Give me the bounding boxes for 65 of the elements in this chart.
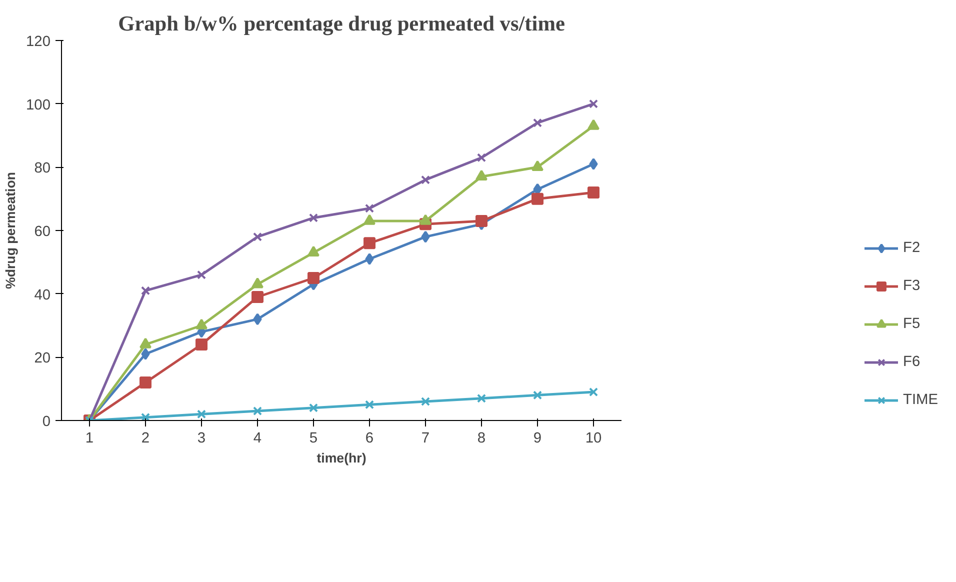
y-tick-label: 0: [42, 414, 51, 430]
point: [420, 396, 430, 406]
x-tick-label: 5: [309, 430, 318, 446]
point: [420, 175, 430, 184]
point: [420, 214, 432, 225]
legend-label: TIME: [902, 392, 938, 408]
legend-label: F3: [902, 278, 922, 294]
point: [252, 291, 264, 303]
point: [196, 338, 208, 350]
point: [476, 215, 488, 227]
point: [476, 153, 486, 162]
x-tick-label: 9: [533, 430, 542, 446]
x-axis-title: time(hr): [316, 450, 366, 466]
point: [196, 410, 206, 419]
y-tick-label: 80: [34, 160, 51, 177]
legend-label: F2: [902, 240, 922, 256]
y-tick-label: 40: [34, 287, 51, 304]
legend-label: F6: [902, 354, 922, 370]
point: [421, 230, 430, 243]
point: [140, 338, 152, 348]
point: [252, 232, 262, 242]
y-tick-label: 20: [34, 350, 51, 367]
point: [196, 318, 208, 330]
y-axis-title: %drug permeation: [3, 172, 18, 290]
point: [308, 403, 318, 412]
point: [532, 118, 542, 128]
point: [308, 272, 320, 284]
point: [364, 204, 374, 213]
x-tick-label: 1: [85, 430, 94, 446]
x-tick-label: 10: [585, 430, 602, 446]
point: [140, 286, 150, 296]
x-tick-label: 4: [253, 430, 262, 446]
point: [588, 119, 600, 130]
point: [588, 186, 600, 198]
y-tick-label: 100: [26, 97, 51, 114]
chart-title: Graph b/w% percentage drug permeated vs/time: [118, 12, 565, 36]
x-tick-label: 8: [477, 430, 486, 446]
point: [252, 406, 262, 416]
point: [476, 394, 486, 403]
point: [141, 348, 150, 360]
point: [252, 278, 264, 288]
point: [589, 158, 598, 170]
point: [140, 376, 152, 388]
point: [308, 246, 320, 257]
point: [140, 412, 150, 420]
point: [532, 192, 544, 205]
point: [364, 214, 376, 225]
x-tick-label: 6: [365, 430, 374, 446]
point: [365, 253, 374, 265]
point: [364, 400, 374, 410]
y-tick-label: 60: [34, 224, 51, 240]
point: [196, 270, 206, 280]
point: [532, 390, 542, 400]
point: [588, 387, 598, 397]
legend-label: F5: [902, 316, 922, 332]
point: [364, 237, 376, 250]
x-tick-label: 7: [421, 430, 430, 446]
point: [308, 213, 318, 222]
point: [476, 170, 488, 181]
point: [253, 313, 262, 326]
y-tick-label: 120: [26, 34, 51, 50]
x-tick-label: 2: [141, 430, 150, 446]
point: [532, 160, 544, 172]
x-tick-label: 3: [197, 430, 206, 446]
point: [588, 99, 598, 108]
